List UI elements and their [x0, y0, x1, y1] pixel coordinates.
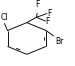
Text: F: F: [47, 9, 51, 18]
Text: F: F: [36, 0, 40, 9]
Text: Br: Br: [55, 37, 63, 46]
Text: Cl: Cl: [1, 13, 8, 22]
Text: F: F: [45, 16, 50, 25]
